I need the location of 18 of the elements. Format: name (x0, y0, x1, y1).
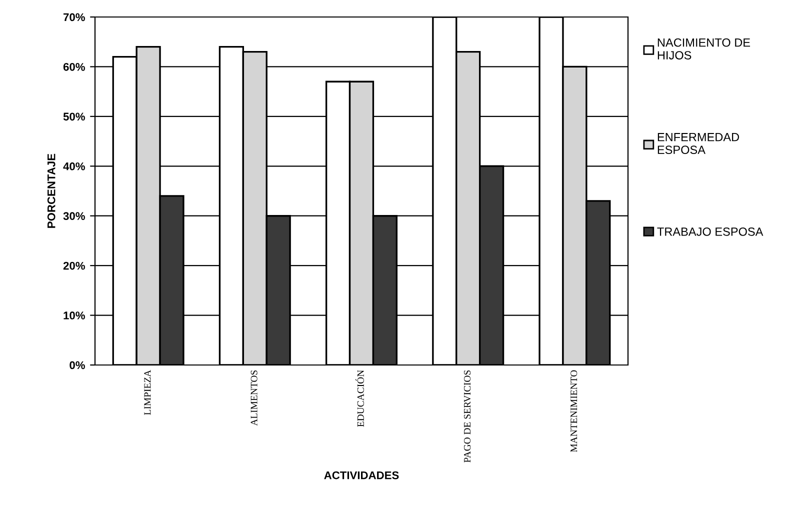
y-tick-label: 40% (63, 162, 85, 170)
x-tick-label: ALIMENTOS (250, 370, 258, 426)
x-axis-title: ACTIVIDADES (324, 471, 399, 480)
y-tick-label: 30% (63, 212, 85, 220)
y-axis-title: PORCENTAJE (47, 154, 56, 228)
y-tick-label: 50% (63, 112, 85, 121)
x-tick-label: PAGO DE SERVICIOS (464, 370, 471, 462)
x-tick-label: MANTENIMIENTO (570, 370, 578, 452)
x-tick-label: LIMPIEZA (144, 370, 151, 415)
y-tick-label: 10% (64, 312, 85, 320)
y-tick-label: 60% (63, 62, 85, 71)
y-tick-label: 20% (63, 262, 85, 270)
y-tick-label: 0% (70, 361, 85, 370)
legend-label: NACIMIENTO DE HIJOS (658, 38, 750, 60)
legend-label: ENFERMEDAD ESPOSA (658, 133, 740, 154)
legend-label: TRABAJO ESPOSA (657, 227, 764, 236)
x-tick-label: EDUCACIÓN (356, 370, 364, 427)
y-tick-label: 70% (64, 13, 85, 22)
